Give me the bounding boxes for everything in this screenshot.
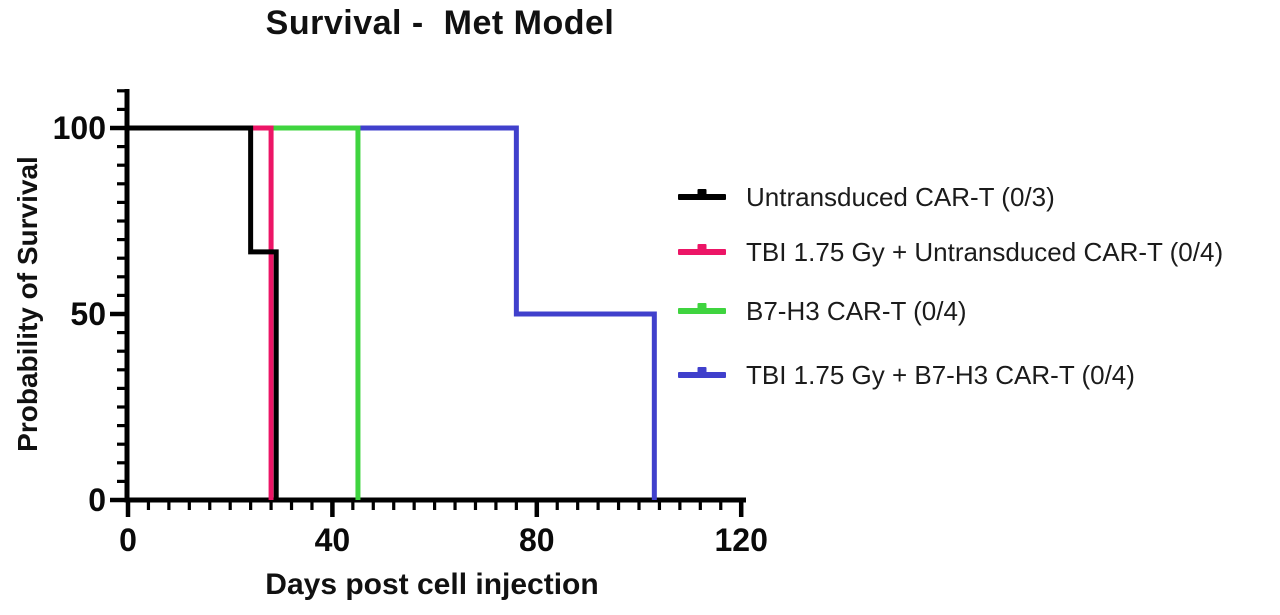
legend-item-untransduced: Untransduced CAR-T (0/3)	[678, 177, 1055, 217]
x-tick-label: 40	[315, 522, 351, 558]
survival-curve	[128, 125, 279, 500]
y-tick-label: 50	[70, 296, 106, 332]
survival-curve	[128, 125, 361, 500]
x-tick-label: 120	[715, 522, 768, 558]
legend-marker-icon	[678, 189, 726, 200]
legend-label: Untransduced CAR-T (0/3)	[746, 181, 1055, 212]
legend-marker-icon	[678, 244, 726, 255]
survival-curve	[128, 125, 657, 500]
legend-item-tbi-b7h3: TBI 1.75 Gy + B7-H3 CAR-T (0/4)	[678, 355, 1135, 395]
legend-marker-icon	[678, 367, 726, 378]
legend-label: TBI 1.75 Gy + Untransduced CAR-T (0/4)	[746, 236, 1224, 267]
chart-title: Survival - Met Model	[265, 4, 615, 42]
legend-item-b7h3: B7-H3 CAR-T (0/4)	[678, 291, 967, 331]
legend-label: B7-H3 CAR-T (0/4)	[746, 295, 967, 326]
y-tick-label: 100	[53, 110, 106, 146]
x-axis-title: Days post cell injection	[265, 568, 599, 601]
x-tick-label: 80	[519, 522, 555, 558]
legend-label: TBI 1.75 Gy + B7-H3 CAR-T (0/4)	[746, 359, 1135, 390]
y-tick-label: 0	[88, 482, 106, 518]
x-tick-label: 0	[119, 522, 137, 558]
legend-marker-icon	[678, 303, 726, 314]
legend-item-tbi-untransduced: TBI 1.75 Gy + Untransduced CAR-T (0/4)	[678, 232, 1223, 272]
